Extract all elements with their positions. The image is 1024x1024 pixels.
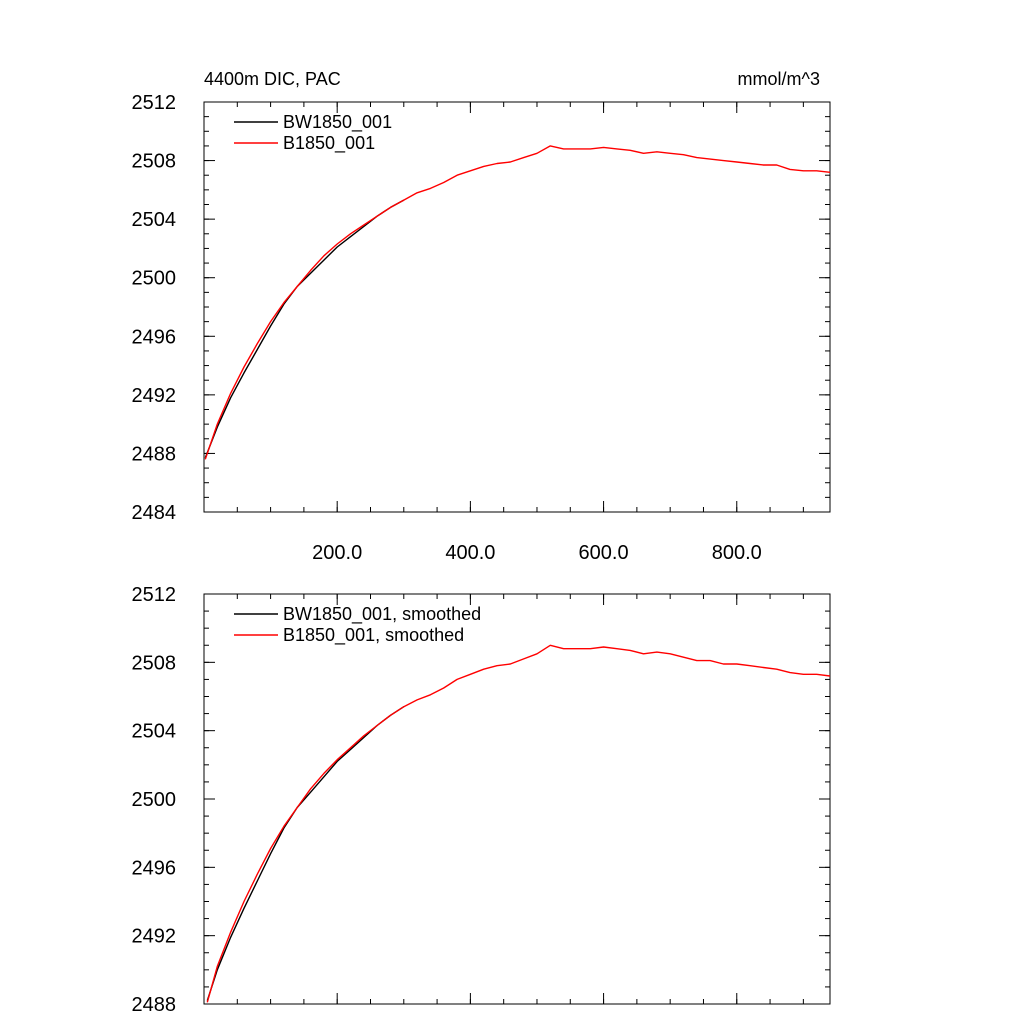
plot-frame: [203, 593, 831, 1005]
y-tick-label: 2488: [132, 443, 177, 465]
y-tick-label: 2504: [132, 209, 177, 231]
legend-label: B1850_001, smoothed: [283, 625, 464, 646]
panel-title: 4400m DIC, PAC: [204, 69, 341, 89]
y-tick-label: 2496: [132, 326, 177, 348]
y-tick-label: 2504: [132, 721, 177, 743]
legend-label: B1850_001: [283, 133, 375, 154]
legend-label: BW1850_001: [283, 112, 392, 133]
plot-frame: [203, 101, 831, 513]
x-tick-label: 600.0: [579, 542, 629, 564]
y-tick-label: 2488: [132, 994, 177, 1016]
series-line-1: [204, 145, 831, 460]
y-tick-label: 2492: [132, 385, 177, 407]
y-tick-label: 2492: [132, 926, 177, 948]
x-tick-label: 200.0: [312, 542, 362, 564]
y-tick-label: 2512: [132, 92, 177, 114]
series-line-0: [206, 706, 405, 1001]
series-line-1: [206, 644, 831, 1003]
y-tick-label: 2508: [132, 151, 177, 173]
top-panel: 4400m DIC, PAC mmol/m^3 2484 2488 2492 2496…: [132, 69, 831, 564]
x-tick-label: 400.0: [445, 542, 495, 564]
y-tick-label: 2512: [132, 584, 177, 606]
y-tick-label: 2500: [132, 268, 177, 290]
y-tick-label: 2500: [132, 789, 177, 811]
series-line-0: [204, 199, 405, 459]
y-tick-label: 2484: [132, 502, 177, 524]
y-tick-label: 2508: [132, 652, 177, 674]
legend-label: BW1850_001, smoothed: [283, 604, 481, 625]
bottom-panel: 2488 2492 2496 2500 2504 2508 2512 BW1850_001, …: [132, 584, 831, 1016]
x-tick-label: 800.0: [712, 542, 762, 564]
units-label: mmol/m^3: [738, 69, 820, 89]
y-tick-label: 2496: [132, 857, 177, 879]
